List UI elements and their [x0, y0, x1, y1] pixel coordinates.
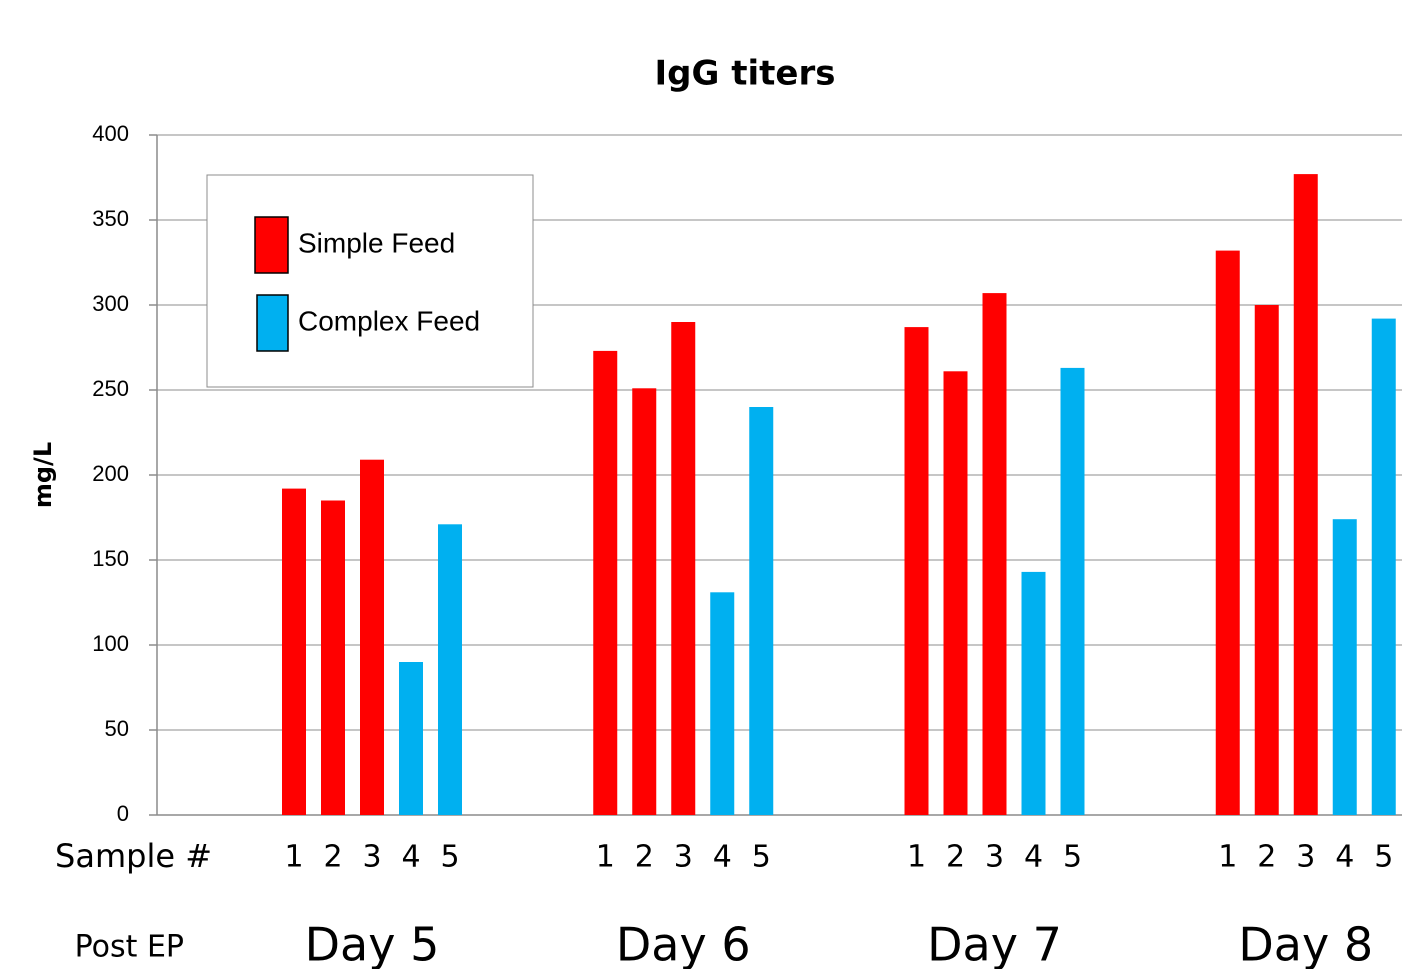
x-axis-label: Sample # [55, 837, 212, 875]
y-axis-label: mg/L [29, 442, 57, 508]
x-tick-label: 3 [674, 840, 693, 875]
bar [904, 327, 929, 815]
y-tick-label: 150 [92, 546, 129, 571]
x-tick-label: 5 [1063, 840, 1082, 875]
y-tick-label: 400 [92, 121, 129, 146]
bar [1332, 519, 1357, 815]
x-tick-label: 2 [946, 840, 965, 875]
y-tick-label: 50 [105, 716, 129, 741]
bar [1371, 318, 1396, 815]
bar [438, 524, 462, 815]
x-tick-label: 1 [1218, 840, 1237, 875]
bar [1254, 305, 1279, 815]
bar [749, 407, 774, 815]
x-tick-label: 4 [713, 840, 732, 875]
x-tick-label: 5 [752, 840, 771, 875]
bar [593, 350, 618, 815]
bar [1215, 250, 1240, 816]
bar [282, 488, 306, 815]
bar [399, 662, 423, 815]
legend-box [206, 174, 534, 388]
bar [982, 293, 1007, 816]
x-tick-label: 2 [1257, 840, 1276, 875]
bar [360, 459, 384, 815]
bar [1293, 174, 1318, 816]
x-tick-label: 3 [362, 840, 381, 875]
y-tick-label: 0 [117, 801, 129, 826]
legend-label: Complex Feed [298, 305, 480, 336]
group-label: Day 8 [1238, 918, 1373, 969]
bar [321, 500, 345, 815]
y-tick-label: 100 [92, 631, 129, 656]
bar [1060, 367, 1085, 815]
legend-swatch [256, 294, 289, 352]
y-tick-label: 350 [92, 206, 129, 231]
x-tick-label: 4 [1335, 840, 1354, 875]
x-tick-label: 5 [1374, 840, 1393, 875]
x-tick-label: 1 [284, 840, 303, 875]
x-tick-label: 2 [635, 840, 654, 875]
x-tick-label: 2 [323, 840, 342, 875]
group-label: Day 5 [305, 918, 440, 969]
x-tick-label: 3 [985, 840, 1004, 875]
x-tick-label: 4 [1024, 840, 1043, 875]
x-tick-label: 4 [401, 840, 420, 875]
legend-swatch [254, 216, 289, 274]
bar [632, 388, 657, 815]
legend-label: Simple Feed [298, 227, 455, 258]
x-tick-label: 1 [907, 840, 926, 875]
bar [943, 371, 968, 815]
bar [1021, 571, 1046, 815]
group-label: Day 7 [927, 918, 1062, 969]
x-tick-label: 5 [440, 840, 459, 875]
y-tick-label: 200 [92, 461, 129, 486]
x-tick-label: 1 [596, 840, 615, 875]
x-tick-label: 3 [1296, 840, 1315, 875]
group-label: Day 6 [616, 918, 751, 969]
y-tick-label: 250 [92, 376, 129, 401]
chart-title: IgG titers [655, 54, 836, 94]
y-tick-label: 300 [92, 291, 129, 316]
group-axis-label: Post EP [75, 930, 184, 965]
bar [710, 592, 735, 815]
bar [671, 322, 696, 815]
